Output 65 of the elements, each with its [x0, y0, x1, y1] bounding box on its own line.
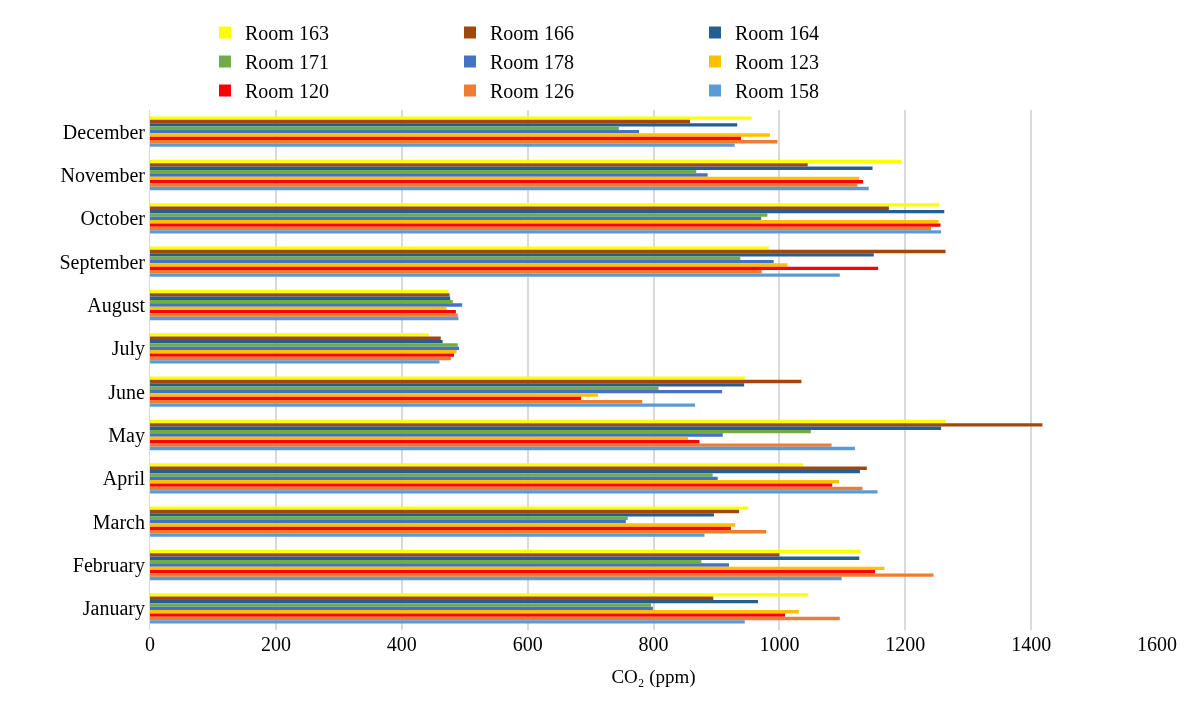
legend-label: Room 178 [490, 51, 574, 74]
bar [150, 593, 809, 597]
y-tick-label: June [108, 380, 146, 403]
bar [150, 253, 874, 257]
bar [150, 490, 878, 494]
y-tick-label: April [102, 467, 146, 491]
bar [150, 393, 599, 397]
y-tick-label: January [82, 597, 145, 621]
bar [150, 533, 705, 537]
y-tick-label: October [80, 207, 146, 230]
bar [150, 563, 730, 567]
x-tick-label: 0 [145, 633, 155, 655]
bar [150, 423, 1043, 427]
legend-label: Room 158 [735, 80, 819, 103]
bar [150, 203, 940, 207]
bar [150, 213, 768, 217]
bar [150, 173, 708, 177]
bar [150, 163, 808, 167]
bar [150, 230, 942, 234]
legend-label: Room 164 [735, 22, 819, 45]
bar [150, 443, 832, 447]
bar [150, 143, 735, 147]
legend-label: Room 123 [735, 51, 819, 74]
bar [150, 303, 463, 307]
x-tick-label: 1400 [1011, 633, 1052, 655]
x-tick-label: 1200 [885, 633, 926, 655]
x-tick-label: 1000 [759, 633, 800, 655]
x-tick-label: 200 [260, 633, 291, 655]
bar [150, 523, 736, 527]
bar [150, 483, 833, 487]
bar [150, 403, 696, 407]
legend-label: Room 166 [490, 22, 574, 45]
bar [150, 360, 440, 364]
y-tick-label: February [72, 554, 145, 577]
legend-label: Room 163 [245, 22, 329, 45]
bar [150, 263, 788, 267]
bar [150, 513, 714, 517]
y-tick-label: November [60, 164, 146, 186]
x-tick-label: 600 [512, 633, 543, 655]
x-axis-title: CO₂ (ppm) [611, 665, 696, 688]
bar [150, 473, 713, 477]
y-tick-label: March [92, 510, 145, 533]
bar [150, 620, 745, 624]
y-tick-label: September [59, 250, 146, 274]
x-tick-label: 1600 [1137, 633, 1177, 655]
y-tick-label: July [111, 337, 145, 361]
bar [150, 133, 770, 137]
bar [150, 553, 780, 557]
bar [150, 463, 804, 467]
legend-label: Room 120 [245, 80, 329, 103]
bar [150, 123, 738, 127]
bar [150, 613, 786, 617]
y-tick-label: December [62, 120, 146, 143]
bar [150, 573, 934, 577]
y-tick-label: May [108, 424, 145, 447]
y-tick-label: August [87, 294, 146, 317]
bar [150, 333, 429, 337]
bar [150, 183, 858, 187]
legend-label: Room 171 [245, 51, 329, 74]
bar [150, 383, 745, 387]
bar [150, 273, 840, 277]
x-tick-label: 800 [638, 633, 669, 655]
x-tick-label: 400 [386, 633, 417, 655]
legend-label: Room 126 [490, 80, 574, 103]
bar [150, 433, 723, 437]
